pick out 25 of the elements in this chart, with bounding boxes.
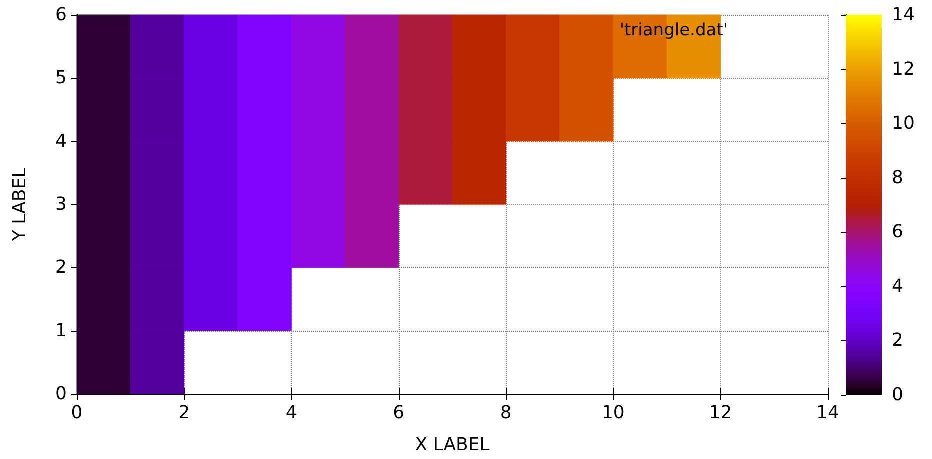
- y-tick-label: 0: [56, 384, 67, 404]
- y-tick-label: 2: [56, 257, 67, 278]
- x-tick-label: 14: [816, 402, 840, 424]
- color-bar-label: 0: [892, 384, 904, 406]
- y-tick-label: 5: [56, 68, 67, 89]
- color-bar-label: 10: [892, 113, 915, 134]
- x-tick-label: 8: [500, 402, 512, 424]
- color-bar-label: 14: [892, 4, 915, 26]
- x-tick-label: 0: [71, 402, 83, 424]
- color-bar-label: 6: [892, 222, 904, 243]
- y-axis-title: Y LABEL: [10, 168, 30, 242]
- x-tick-label: 10: [602, 402, 625, 424]
- x-axis-title: X LABEL: [415, 434, 490, 456]
- x-tick-label: 4: [286, 402, 298, 424]
- x-tick-label: 6: [393, 402, 405, 424]
- y-tick-label: 6: [56, 4, 67, 26]
- color-bar-label: 4: [892, 276, 904, 297]
- color-bar-label: 12: [892, 58, 915, 80]
- color-bar-label: 8: [892, 167, 904, 188]
- x-tick-label: 2: [178, 402, 190, 424]
- y-tick-label: 3: [56, 194, 67, 215]
- x-tick-label: 12: [709, 402, 732, 424]
- color-bar-label: 2: [892, 330, 904, 352]
- y-tick-label: 4: [56, 130, 67, 152]
- y-tick-label: 1: [56, 320, 67, 342]
